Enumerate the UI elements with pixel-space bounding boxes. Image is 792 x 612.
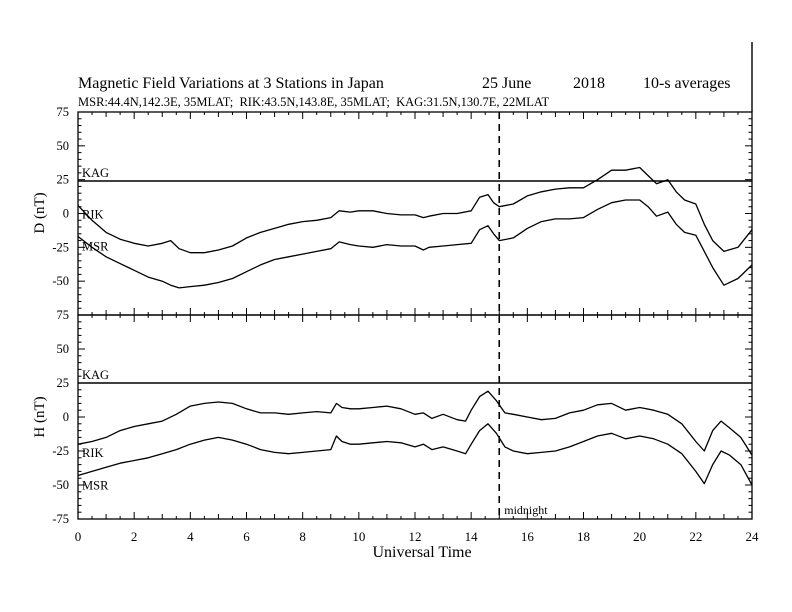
bottom-panel-frame <box>77 314 753 520</box>
x-tick-label: 22 <box>689 529 702 544</box>
chart-title: Magnetic Field Variations at 3 Stations … <box>78 75 384 92</box>
chart-averaging: 10-s averages <box>643 75 731 92</box>
x-tick-label: 18 <box>577 529 590 544</box>
y-tick-label: -25 <box>52 444 69 458</box>
y-tick-label: 0 <box>63 207 69 221</box>
x-tick-label: 16 <box>521 529 535 544</box>
chart-year: 2018 <box>573 75 605 92</box>
x-tick-label: 14 <box>465 529 479 544</box>
midnight-label: midnight <box>504 503 548 517</box>
y-tick-label: -75 <box>52 512 69 526</box>
x-tick-label: 10 <box>352 529 365 544</box>
x-tick-label: 20 <box>633 529 646 544</box>
series-label-msr: MSR <box>82 240 109 254</box>
series-layer <box>77 166 753 486</box>
bottom-y-axis-label: H (nT) <box>32 396 48 437</box>
y-tick-label: 0 <box>63 410 69 424</box>
series-rik-line <box>77 166 753 254</box>
y-tick-label: -25 <box>52 240 69 254</box>
series-label-kag: KAG <box>82 368 109 382</box>
top-panel-frame <box>77 111 753 316</box>
y-tick-label: -50 <box>52 478 69 492</box>
series-label-rik: RIK <box>82 207 104 221</box>
y-tick-label: 75 <box>57 105 70 119</box>
y-tick-label: 25 <box>57 376 70 390</box>
x-tick-label: 0 <box>75 529 82 544</box>
x-tick-label: 4 <box>187 529 194 544</box>
y-tick-label: -50 <box>52 274 69 288</box>
x-tick-label: 2 <box>131 529 138 544</box>
x-tick-label: 24 <box>746 529 760 544</box>
y-tick-label: 50 <box>57 139 70 153</box>
series-msr-line <box>77 199 753 289</box>
series-label-kag: KAG <box>82 166 109 180</box>
x-tick-label: 8 <box>299 529 306 544</box>
series-label-rik: RIK <box>82 446 104 460</box>
series-label-msr: MSR <box>82 478 109 492</box>
y-tick-label: 50 <box>57 342 70 356</box>
y-tick-label: 25 <box>57 173 70 187</box>
y-tick-label: 75 <box>57 308 70 322</box>
chart-date: 25 June <box>482 75 531 92</box>
series-labels-layer: KAG RIK MSR KAG RIK MSR <box>82 166 109 492</box>
x-tick-label: 12 <box>409 529 422 544</box>
stations-line: MSR:44.4N,142.3E, 35MLAT; RIK:43.5N,143.… <box>78 95 550 109</box>
top-y-axis-label: D (nT) <box>32 192 48 233</box>
series-rik-line <box>77 390 753 456</box>
series-msr-line <box>77 423 753 486</box>
x-tick-label: 6 <box>243 529 250 544</box>
x-axis-label: Universal Time <box>372 544 471 561</box>
